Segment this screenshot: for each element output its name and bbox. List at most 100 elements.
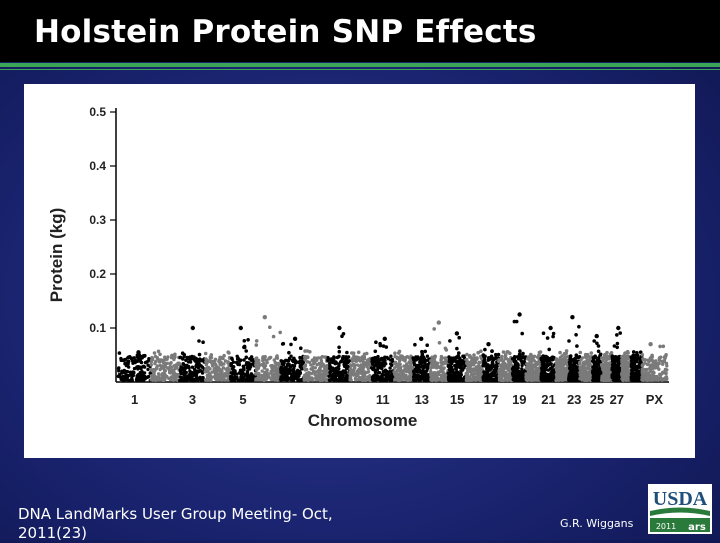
snp-point (594, 374, 599, 378)
snp-point (281, 377, 285, 382)
snp-point (542, 358, 546, 363)
snp-point (350, 368, 354, 373)
snp-point (589, 351, 594, 355)
snp-point (480, 367, 484, 371)
snp-point (383, 358, 387, 363)
title-rule-thin (0, 69, 720, 70)
chromosome-24-points (578, 350, 595, 383)
snp-point (626, 362, 630, 367)
snp-point (261, 356, 265, 361)
snp-point (618, 331, 622, 335)
snp-point (229, 374, 233, 379)
snp-point (288, 371, 292, 375)
snp-point (477, 374, 481, 379)
chromosome-7-points (278, 336, 306, 382)
snp-point (575, 344, 579, 348)
snp-point (241, 371, 245, 376)
snp-point (122, 378, 126, 382)
snp-point (350, 359, 355, 363)
snp-point (249, 362, 253, 366)
chromosome-5-points (229, 325, 258, 383)
snp-point (474, 357, 479, 362)
snp-point (214, 362, 218, 367)
snp-point (287, 367, 291, 371)
snp-point (192, 355, 196, 359)
snp-point (573, 371, 578, 375)
snp-point (305, 372, 309, 376)
snp-point (217, 378, 221, 382)
snp-point (652, 377, 656, 382)
snp-point (403, 367, 408, 372)
snp-point (161, 372, 165, 376)
snp-point (223, 359, 228, 363)
chromosome-15-points (446, 331, 468, 383)
snp-point (646, 358, 650, 362)
snp-point (383, 378, 387, 383)
snp-point (482, 358, 487, 362)
snp-point (661, 344, 666, 349)
snp-point (502, 366, 506, 371)
snp-point (260, 373, 264, 378)
snp-point (168, 365, 172, 369)
snp-point (500, 354, 504, 359)
snp-point (602, 354, 607, 359)
snp-point (185, 375, 189, 379)
snp-point (610, 373, 614, 378)
snp-point (265, 368, 269, 372)
snp-point (414, 363, 418, 368)
snp-point (640, 378, 645, 382)
snp-point (604, 377, 608, 381)
snp-point (197, 339, 201, 343)
snp-point (224, 374, 228, 378)
snp-point (505, 378, 509, 382)
snp-point (635, 368, 639, 372)
snp-point (598, 368, 602, 373)
snp-point (656, 378, 661, 382)
snp-point (399, 354, 403, 358)
snp-point (429, 377, 433, 381)
snp-point (571, 376, 575, 380)
snp-points (116, 312, 669, 383)
chromosome-9-points (326, 325, 352, 382)
snp-point (519, 359, 524, 363)
snp-point (356, 350, 361, 355)
snp-point (197, 352, 202, 357)
snp-point (321, 378, 325, 382)
snp-point (464, 372, 469, 377)
snp-point (595, 341, 599, 346)
snp-point (135, 377, 139, 382)
snp-point (270, 369, 275, 373)
snp-point (660, 359, 664, 363)
snp-point (423, 361, 427, 365)
chromosome-18-points (497, 350, 515, 383)
snp-point (535, 366, 539, 371)
snp-point (397, 349, 402, 354)
snp-point (118, 374, 122, 378)
snp-point (592, 368, 597, 372)
chromosome-23-points (567, 315, 582, 383)
snp-point (421, 368, 425, 372)
snp-point (240, 368, 245, 372)
snp-point (577, 356, 581, 360)
chromosome-1-points (116, 350, 153, 383)
snp-point (205, 377, 209, 382)
snp-point (641, 357, 645, 361)
snp-point (165, 357, 169, 361)
snp-point (458, 374, 462, 378)
snp-point (561, 364, 565, 368)
snp-point (156, 349, 161, 354)
snp-point (393, 361, 397, 365)
chromosome-4-points (203, 350, 232, 383)
snp-point (207, 377, 212, 382)
snp-point (411, 356, 415, 360)
snp-point (159, 364, 163, 369)
snp-point (592, 339, 596, 343)
chart-panel: 0.1 0.2 0.3 0.4 0.5 Protein (kg) 1 3 5 7 9 11 13 15 17… (24, 84, 695, 458)
snp-point (139, 360, 144, 365)
snp-point (489, 365, 494, 369)
snp-point (280, 342, 285, 346)
snp-point (410, 367, 414, 371)
snp-point (541, 331, 546, 335)
snp-point (356, 371, 360, 375)
